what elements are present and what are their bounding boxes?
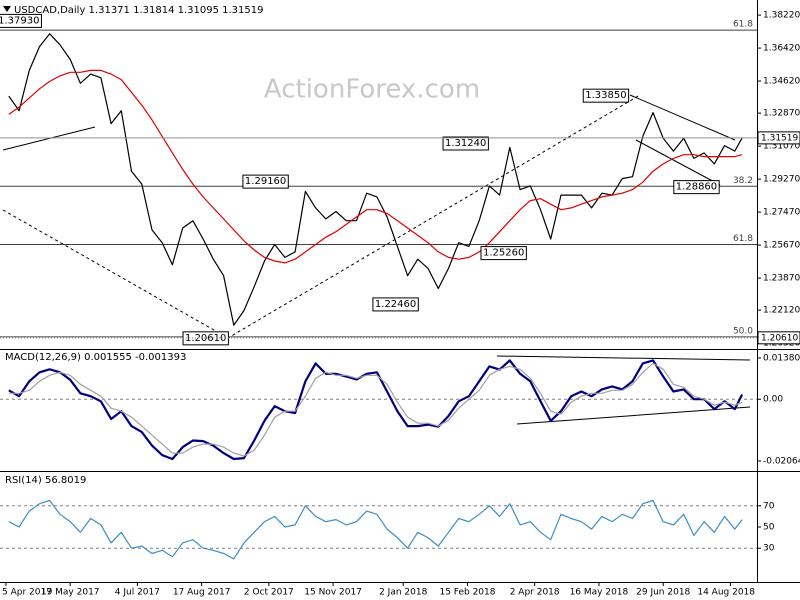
indicator-title: MACD(12,26,9) 0.001555 -0.001393 [5,352,186,363]
level-label: 61.8 [733,234,753,244]
annotation-label: 1.20610 [185,333,226,344]
annotation-label: 1.22460 [375,299,416,310]
price-box [757,131,800,145]
y-tick-label: 1.23870 [763,274,800,284]
x-tick-label: 2 Jan 2018 [379,588,427,598]
series-line [8,33,743,326]
annotation: 1.31240 [442,136,489,151]
annotation-box [242,174,289,189]
x-tick-label: 16 May 2018 [570,588,629,598]
trendlines [2,94,751,425]
annotation: 1.37930 [0,13,42,28]
series-line [8,359,744,461]
level-label: 50.0 [733,326,753,336]
trendline [496,355,751,361]
trendline [635,139,721,186]
annotation-box [442,136,489,151]
annotation: 1.33850 [582,88,630,103]
y-tick-label: 1.27470 [763,208,800,218]
annotation-label: 1.29160 [245,176,286,187]
x-tick-label: 14 Aug 2018 [697,588,755,598]
x-tick-label: 17 Aug 2017 [173,588,231,598]
annotation: 1.29160 [242,174,289,189]
y-tick-label: 1.25670 [763,241,800,251]
y-tick-label: 1.22120 [763,306,800,316]
y-tick-label: 70 [763,501,775,511]
level-label: 61.8 [733,20,753,30]
price-box [757,331,800,345]
annotation-box [673,180,720,195]
x-tick-label: 19 May 2017 [41,588,100,598]
y-tick-label: 1.34620 [763,77,800,87]
series-line [8,362,743,457]
chart-title: USDCAD,Daily 1.31371 1.31814 1.31095 1.3… [14,5,264,16]
annotation-box [582,88,630,103]
series-line [8,69,743,264]
annotation-label: 1.28860 [676,182,717,193]
x-tick-label: 15 Nov 2017 [304,588,362,598]
price-label: 1.31519 [761,133,798,143]
y-tick-label: 50 [763,523,775,533]
level-label: 38.2 [733,176,753,186]
x-tick-label: 15 Feb 2018 [439,588,495,598]
annotation-label: 1.37930 [0,15,39,26]
annotation: 1.28860 [673,180,720,195]
y-tick-label: 0.00 [763,395,783,405]
trendline [516,406,751,425]
x-tick-label: 5 Apr 2017 [2,588,52,598]
y-tick-label: 30 [763,544,775,554]
annotation-label: 1.31240 [445,138,486,149]
y-tick-label: 0.013802 [763,353,800,363]
indicator-title: RSI(14) 56.8019 [5,475,86,486]
x-tick-label: 29 Jun 2018 [636,588,690,598]
annotation-label: 1.33850 [585,90,626,101]
annotation-box [0,13,42,28]
y-tick-label: 1.29270 [763,175,800,185]
x-tick-label: 4 Jul 2017 [115,588,160,598]
annotation-label: 1.25260 [483,248,524,259]
y-tick-label: 1.31070 [763,142,800,152]
y-tick-label: 1.32870 [763,109,800,119]
y-tick-label: -0.020648 [763,456,800,466]
trendline [629,94,736,141]
watermark: ActionForex.com [264,75,480,105]
menu-arrow [3,6,11,12]
annotation-box [372,297,419,312]
annotation: 1.25260 [480,246,527,261]
annotation: 1.22460 [372,297,419,312]
y-tick-label: 1.38220 [763,11,800,21]
annotation-box [480,246,527,261]
y-tick-label: 1.36420 [763,44,800,54]
series-line [8,499,743,560]
x-tick-label: 2 Apr 2018 [510,588,560,598]
trendline [2,126,96,151]
price-label: 1.20610 [761,333,798,343]
x-tick-label: 2 Oct 2017 [244,588,294,598]
